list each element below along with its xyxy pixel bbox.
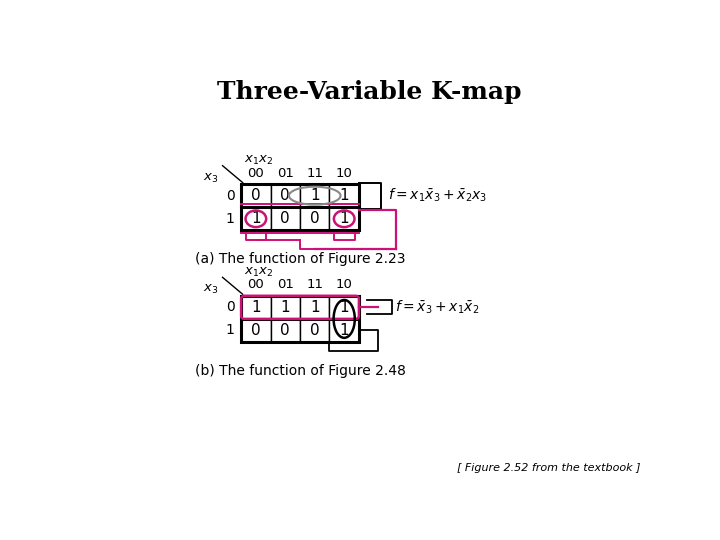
Bar [241,319,271,342]
Bar [300,296,330,319]
Text: 1: 1 [251,300,261,315]
Text: 00: 00 [248,166,264,179]
Bar [271,319,300,342]
Text: [ Figure 2.52 from the textbook ]: [ Figure 2.52 from the textbook ] [456,463,640,473]
Text: 11: 11 [306,278,323,291]
Bar [300,184,330,207]
Text: 1: 1 [339,188,349,203]
Text: 0: 0 [281,323,290,338]
Text: 1: 1 [339,300,349,315]
Text: 1: 1 [339,211,349,226]
Bar [271,296,300,319]
Text: 0: 0 [281,188,290,203]
Text: 0: 0 [226,188,235,202]
Text: 1: 1 [310,300,320,315]
Text: 1: 1 [339,323,349,338]
Text: 0: 0 [281,211,290,226]
Text: 1: 1 [251,211,261,226]
Text: $f = x_1\bar{x}_3 + \bar{x}_2 x_3$: $f = x_1\bar{x}_3 + \bar{x}_2 x_3$ [388,187,487,205]
Text: 01: 01 [277,278,294,291]
Bar [241,296,359,342]
Text: Three-Variable K-map: Three-Variable K-map [217,80,521,104]
Bar [330,207,359,231]
Text: 1: 1 [281,300,290,315]
Text: $x_3$: $x_3$ [202,283,218,296]
Text: $x_1 x_2$: $x_1 x_2$ [244,154,274,167]
Bar [330,296,359,319]
Text: 00: 00 [248,278,264,291]
Bar [300,207,330,231]
Text: $f = \bar{x}_3 + x_1\bar{x}_2$: $f = \bar{x}_3 + x_1\bar{x}_2$ [395,299,480,316]
Text: 01: 01 [277,166,294,179]
Text: 1: 1 [226,323,235,338]
Text: (b) The function of Figure 2.48: (b) The function of Figure 2.48 [194,363,405,377]
Text: 11: 11 [306,166,323,179]
Bar [271,207,300,231]
Bar [241,207,271,231]
Text: 1: 1 [310,188,320,203]
Text: 0: 0 [310,211,320,226]
Bar [300,319,330,342]
Text: 0: 0 [310,323,320,338]
Text: $x_1 x_2$: $x_1 x_2$ [244,266,274,279]
Text: 10: 10 [336,166,353,179]
Text: 0: 0 [251,323,261,338]
Text: (a) The function of Figure 2.23: (a) The function of Figure 2.23 [195,252,405,266]
Text: 1: 1 [226,212,235,226]
Text: $x_3$: $x_3$ [202,171,218,185]
Text: 0: 0 [226,300,235,314]
Text: 10: 10 [336,278,353,291]
Bar [271,184,300,207]
Bar [330,319,359,342]
Bar [241,184,271,207]
Bar [330,184,359,207]
Bar [241,296,271,319]
Bar [241,184,359,231]
Text: 0: 0 [251,188,261,203]
